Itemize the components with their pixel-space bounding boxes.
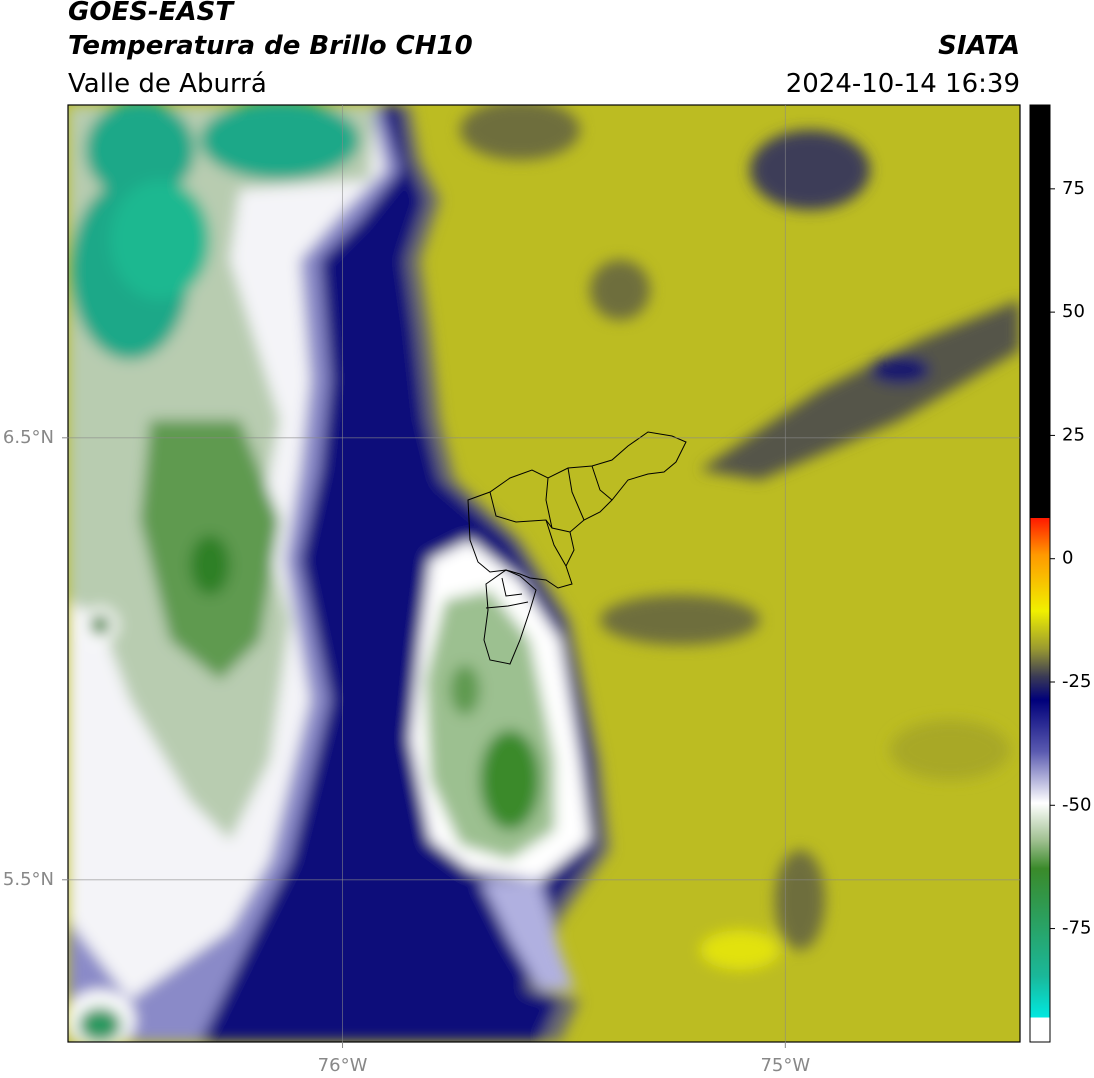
brightness-field — [68, 105, 1020, 1042]
colorbar-tick-label: -75 — [1062, 918, 1091, 939]
timestamp: 2024-10-14 16:39 — [786, 69, 1020, 99]
source: SIATA — [938, 31, 1020, 61]
colorbar-tick-label: 75 — [1062, 178, 1085, 199]
colorbar-tick-label: -50 — [1062, 794, 1091, 815]
x-tick-label: 75°W — [760, 1055, 810, 1076]
colorbar-tick-label: -25 — [1062, 671, 1091, 692]
colorbar-tick-label: 0 — [1062, 548, 1073, 569]
y-tick-label: 5.5°N — [3, 869, 54, 890]
subtitle: Temperatura de Brillo CH10 — [68, 31, 473, 61]
x-tick-label: 76°W — [318, 1055, 368, 1076]
title: GOES-EAST — [68, 0, 235, 27]
colorbar-tick-label: 25 — [1062, 424, 1085, 445]
y-tick-label: 6.5°N — [3, 427, 54, 448]
region: Valle de Aburrá — [68, 69, 267, 99]
colorbar — [1029, 104, 1051, 1043]
colorbar-tick-label: 50 — [1062, 301, 1085, 322]
municipal-boundaries — [467, 431, 687, 665]
map-frame — [67, 104, 1021, 1043]
